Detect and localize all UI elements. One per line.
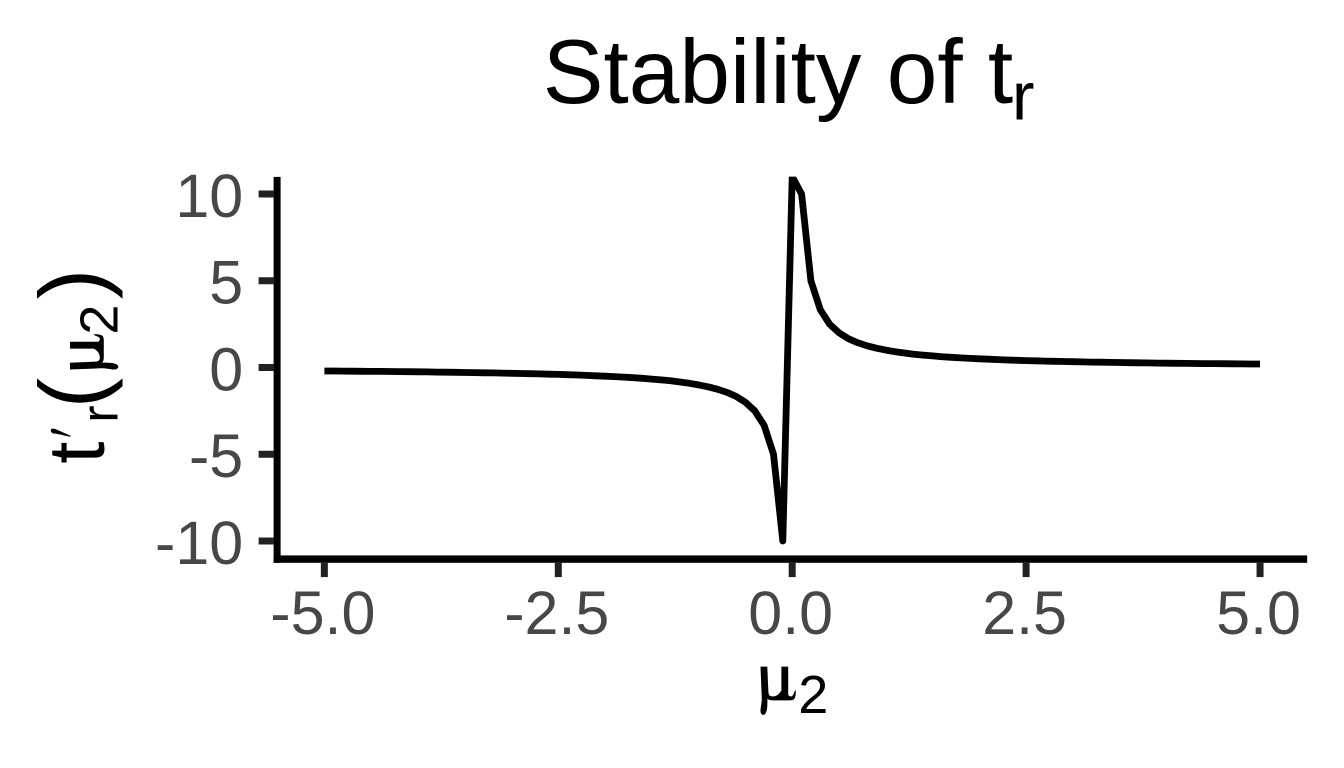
svg-text:r: r bbox=[72, 405, 130, 422]
svg-text:t: t bbox=[32, 442, 121, 464]
svg-text:2.5: 2.5 bbox=[982, 579, 1067, 647]
svg-text:5.0: 5.0 bbox=[1216, 579, 1301, 647]
svg-text:0: 0 bbox=[209, 335, 243, 403]
svg-text:5: 5 bbox=[209, 249, 243, 317]
svg-text:Stability of t: Stability of t bbox=[543, 22, 1013, 123]
svg-text:2: 2 bbox=[798, 665, 828, 725]
svg-text:0.0: 0.0 bbox=[748, 579, 833, 647]
svg-text:-5: -5 bbox=[189, 422, 243, 490]
svg-text:-2.5: -2.5 bbox=[504, 579, 609, 647]
svg-text:2: 2 bbox=[70, 305, 130, 335]
svg-text:10: 10 bbox=[175, 162, 243, 230]
svg-text:(: ( bbox=[21, 378, 123, 409]
svg-text:): ) bbox=[21, 269, 123, 300]
svg-text:-10: -10 bbox=[155, 509, 243, 577]
svg-text:-5.0: -5.0 bbox=[270, 579, 375, 647]
svg-text:r: r bbox=[1012, 59, 1035, 135]
